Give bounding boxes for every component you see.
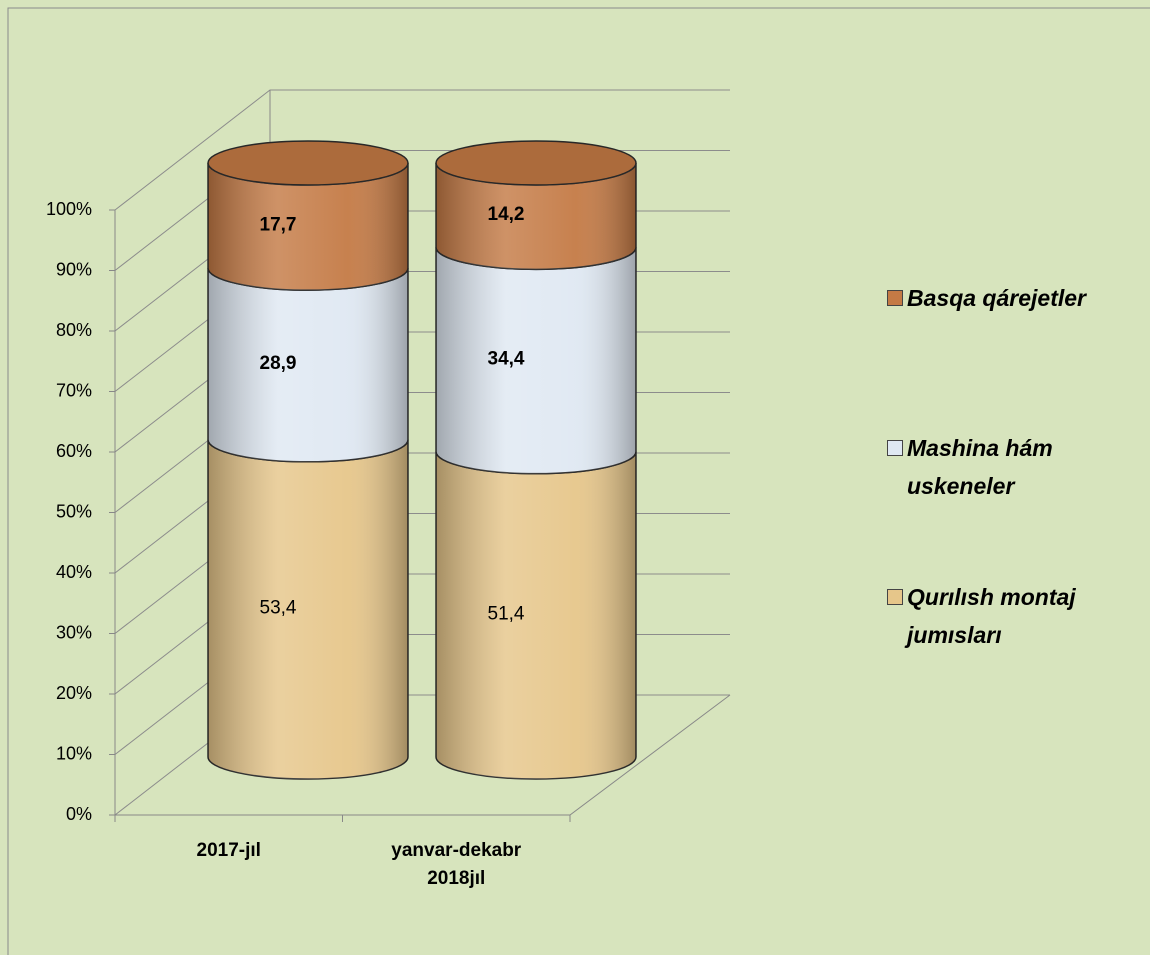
y-tick-label: 70% xyxy=(56,380,92,400)
data-label: 34,4 xyxy=(488,349,525,370)
cylinder-shade xyxy=(436,163,636,270)
frame xyxy=(7,7,1150,955)
cylinder-shade xyxy=(208,163,408,291)
data-label: 51,4 xyxy=(488,603,525,624)
y-tick-label: 80% xyxy=(56,320,92,340)
legend-swatch xyxy=(887,290,903,306)
legend-label: Basqa qárejetler xyxy=(907,285,1086,311)
y-tick-label: 100% xyxy=(46,199,92,219)
cylinder-shade xyxy=(208,268,408,462)
data-label: 14,2 xyxy=(488,204,525,225)
cylinder-shade xyxy=(436,247,636,474)
legend-label: Qurılısh montaj jumısları xyxy=(907,584,1076,648)
cylinder-shade xyxy=(208,439,408,779)
cylinder-top-shade xyxy=(436,141,636,185)
y-tick-label: 20% xyxy=(56,683,92,703)
y-tick-label: 60% xyxy=(56,441,92,461)
cylinder-top-shade xyxy=(208,141,408,185)
y-tick-label: 50% xyxy=(56,501,92,521)
data-label: 28,9 xyxy=(260,353,297,374)
x-tick-label: 2017-jıl xyxy=(196,840,261,861)
data-label: 17,7 xyxy=(260,215,297,236)
data-label: 53,4 xyxy=(260,597,297,618)
y-tick-label: 30% xyxy=(56,622,92,642)
legend-swatch xyxy=(887,589,903,605)
cylinder-top xyxy=(207,140,409,186)
y-tick-label: 0% xyxy=(66,804,92,824)
cylinder-top xyxy=(435,140,637,186)
y-tick-label: 10% xyxy=(56,743,92,763)
x-tick-label: yanvar-dekabr 2018jıl xyxy=(391,840,522,889)
legend-swatch xyxy=(887,440,903,456)
legend-label: Mashina hám uskeneler xyxy=(907,435,1053,499)
y-tick-label: 90% xyxy=(56,259,92,279)
y-tick-label: 40% xyxy=(56,562,92,582)
cylinder-shade xyxy=(436,451,636,779)
